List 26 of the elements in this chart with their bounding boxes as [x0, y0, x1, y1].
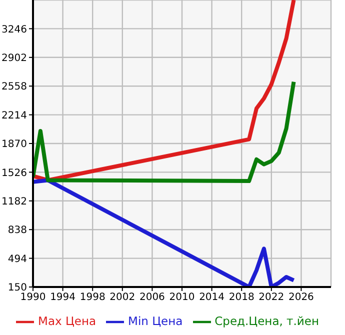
y-tick-label: 1870: [2, 139, 27, 150]
y-tick-label: 1526: [2, 168, 27, 179]
y-tick-label: 2558: [2, 82, 27, 93]
x-tick-label: 2010: [169, 292, 195, 304]
x-tick-label: 1990: [20, 292, 46, 304]
y-tick-label: 494: [8, 254, 27, 265]
x-tick-label: 2026: [288, 292, 314, 304]
line-series: [33, 80, 296, 184]
y-tick-label: 150: [8, 282, 27, 294]
legend-label: Сред.Цена, т.йен: [214, 314, 319, 328]
legend-label: Min Цена: [128, 314, 183, 328]
line-series: [33, 0, 296, 182]
y-tick-label: 838: [8, 225, 27, 236]
x-tick-label: 1998: [80, 292, 106, 304]
x-tick-label: 2018: [228, 292, 254, 304]
x-tick-label: 2006: [139, 292, 165, 304]
y-tick-label: 3246: [2, 24, 27, 36]
x-tick-label: 1994: [50, 292, 76, 304]
y-tick-label: 2902: [2, 52, 27, 64]
x-tick-label: 2014: [199, 292, 225, 304]
x-tick-label: 2022: [258, 292, 284, 304]
legend-label: Max Цена: [38, 314, 96, 328]
y-tick-label: 1182: [2, 196, 27, 208]
line-series: [33, 178, 296, 287]
x-tick-label: 2002: [110, 292, 136, 304]
y-tick-label: 2214: [2, 110, 27, 122]
